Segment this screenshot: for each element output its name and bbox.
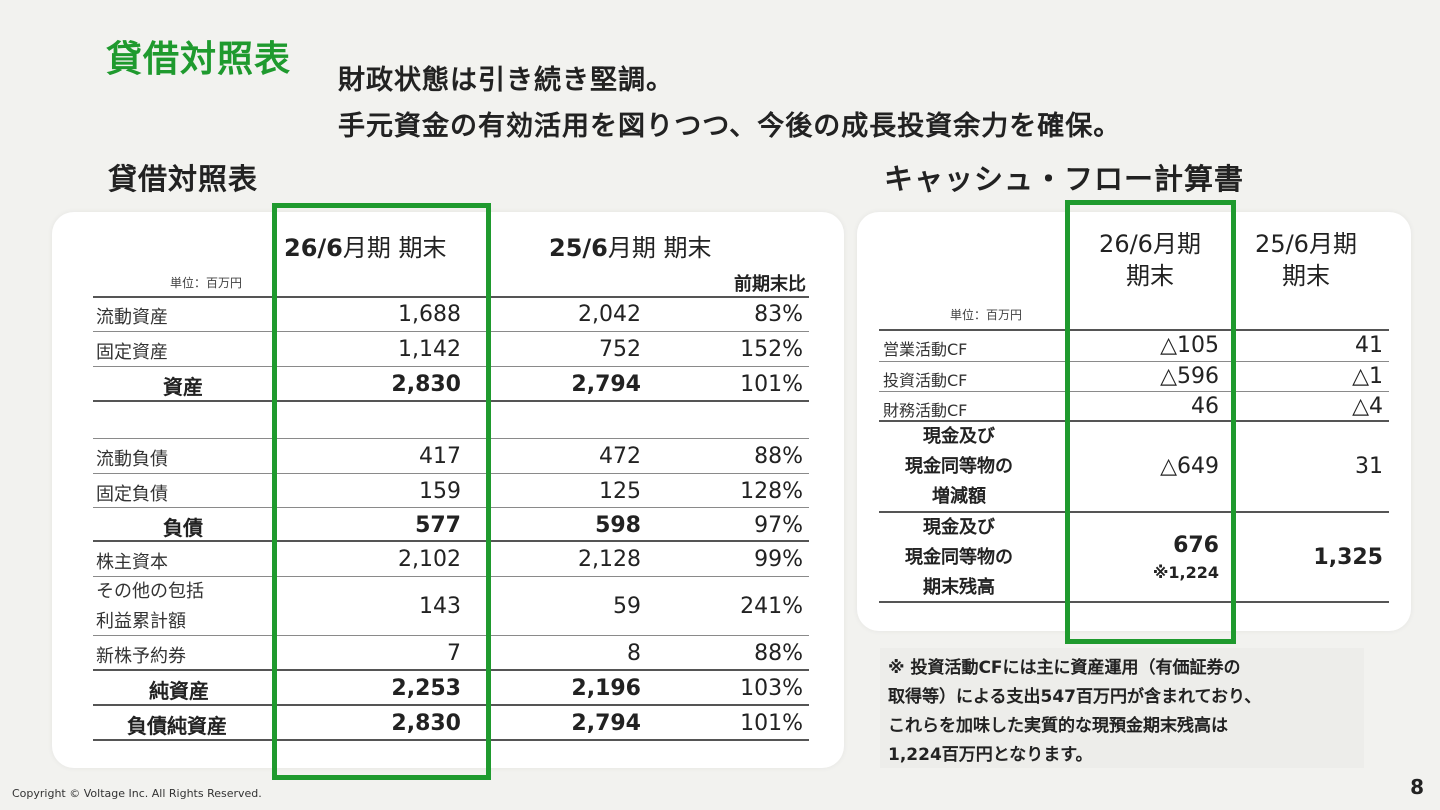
value-prev: 2,042 bbox=[578, 302, 641, 327]
table-row: 営業活動CF △105 41 bbox=[879, 330, 1389, 362]
table-row: その他の包括 利益累計額 143 59 241% bbox=[93, 577, 809, 636]
value-prev: 472 bbox=[599, 444, 641, 469]
value-ratio: 88% bbox=[754, 444, 803, 469]
cf-header-rule bbox=[879, 329, 1389, 331]
subtitle-line-1: 財政状態は引き続き堅調。 bbox=[338, 65, 674, 96]
bs-col-ratio-header: 前期末比 bbox=[734, 274, 806, 295]
cf-unit-label: 単位：百万円 bbox=[950, 308, 1023, 322]
table-row: 資産 2,830 2,794 101% bbox=[93, 367, 809, 402]
row-label: 株主資本 bbox=[96, 552, 168, 573]
value-prev: 41 bbox=[1355, 333, 1383, 358]
value-current: 1,142 bbox=[398, 337, 461, 362]
value-prev: 8 bbox=[627, 641, 641, 666]
table-row: 負債純資産 2,830 2,794 101% bbox=[93, 706, 809, 741]
value-ratio: 103% bbox=[740, 676, 803, 701]
value-prev: 59 bbox=[613, 594, 641, 619]
table-row: 株主資本 2,102 2,128 99% bbox=[93, 542, 809, 577]
value-current: 7 bbox=[447, 641, 461, 666]
copyright: Copyright © Voltage Inc. All Rights Rese… bbox=[12, 787, 262, 800]
value-current: 2,253 bbox=[391, 676, 461, 701]
value-ratio: 83% bbox=[754, 302, 803, 327]
table-row: 新株予約券 7 8 88% bbox=[93, 636, 809, 671]
row-label: 固定資産 bbox=[96, 342, 168, 363]
table-row: 流動資産 1,688 2,042 83% bbox=[93, 297, 809, 332]
balance-sheet-card bbox=[52, 212, 844, 768]
value-ratio: 152% bbox=[740, 337, 803, 362]
value-prev: △1 bbox=[1352, 364, 1383, 389]
value-current: 577 bbox=[415, 513, 461, 538]
value-prev: 2,794 bbox=[571, 711, 641, 736]
row-label: 流動負債 bbox=[96, 449, 168, 470]
page-title: 貸借対照表 bbox=[106, 39, 292, 80]
row-label: 新株予約券 bbox=[96, 646, 186, 667]
cf-col-prev-header: 25/6月期 期末 bbox=[1255, 230, 1357, 290]
value-ratio: 97% bbox=[754, 513, 803, 538]
value-ratio: 88% bbox=[754, 641, 803, 666]
row-label: 投資活動CF bbox=[883, 371, 968, 390]
value-current: 417 bbox=[419, 444, 461, 469]
table-row: 純資産 2,253 2,196 103% bbox=[93, 671, 809, 706]
value-prev: 2,128 bbox=[578, 547, 641, 572]
row-label: その他の包括 利益累計額 bbox=[96, 581, 204, 632]
table-row-spacer bbox=[93, 402, 809, 439]
value-current: △596 bbox=[1160, 364, 1219, 389]
subtitle: 財政状態は引き続き堅調。 手元資金の有効活用を図りつつ、今後の成長投資余力を確保… bbox=[338, 58, 1121, 150]
value-current-note: ※1,224 bbox=[1152, 563, 1219, 582]
value-prev: △4 bbox=[1352, 394, 1383, 419]
row-label: 負債純資産 bbox=[127, 714, 227, 738]
table-row: 固定資産 1,142 752 152% bbox=[93, 332, 809, 367]
value-ratio: 128% bbox=[740, 479, 803, 504]
table-row: 財務活動CF 46 △4 bbox=[879, 392, 1389, 422]
cash-flow-section-title: キャッシュ・フロー計算書 bbox=[884, 162, 1245, 196]
value-current: 143 bbox=[419, 594, 461, 619]
row-label: 純資産 bbox=[149, 679, 209, 703]
value-ratio: 101% bbox=[740, 372, 803, 397]
value-prev: 598 bbox=[595, 513, 641, 538]
bs-col-current-header: 26/6月期 期末 bbox=[284, 234, 447, 262]
value-ratio: 241% bbox=[740, 594, 803, 619]
value-prev: 125 bbox=[599, 479, 641, 504]
value-prev: 1,325 bbox=[1313, 545, 1383, 570]
row-label: 流動資産 bbox=[96, 307, 168, 328]
row-label: 現金及び 現金同等物の 期末残高 bbox=[905, 517, 1013, 598]
cf-col-current-header: 26/6月期 期末 bbox=[1099, 230, 1201, 290]
bs-header-rule bbox=[93, 296, 809, 298]
value-ratio: 101% bbox=[740, 711, 803, 736]
balance-sheet-section-title: 貸借対照表 bbox=[108, 162, 259, 196]
value-current: △105 bbox=[1160, 333, 1219, 358]
row-label: 財務活動CF bbox=[883, 401, 968, 420]
value-ratio: 99% bbox=[754, 547, 803, 572]
bs-unit-label: 単位：百万円 bbox=[170, 276, 243, 290]
value-current: 159 bbox=[419, 479, 461, 504]
value-current: 1,688 bbox=[398, 302, 461, 327]
value-current: 2,102 bbox=[398, 547, 461, 572]
footnote: ※ 投資活動CFには主に資産運用（有価証券の 取得等）による支出547百万円が含… bbox=[880, 648, 1364, 768]
value-prev: 2,196 bbox=[571, 676, 641, 701]
value-prev: 752 bbox=[599, 337, 641, 362]
table-row: 現金及び 現金同等物の 期末残高 676 ※1,224 1,325 bbox=[879, 513, 1389, 603]
table-row: 投資活動CF △596 △1 bbox=[879, 362, 1389, 392]
table-row: 現金及び 現金同等物の 増減額 △649 31 bbox=[879, 422, 1389, 513]
value-current: 676 bbox=[1173, 533, 1219, 558]
page-number: 8 bbox=[1410, 775, 1424, 799]
value-current: 46 bbox=[1191, 394, 1219, 419]
value-current: △649 bbox=[1160, 454, 1219, 479]
row-label: 資産 bbox=[163, 375, 203, 399]
value-current: 2,830 bbox=[391, 711, 461, 736]
row-label: 固定負債 bbox=[96, 484, 168, 505]
bs-col-prev-header: 25/6月期 期末 bbox=[549, 234, 712, 262]
subtitle-line-2: 手元資金の有効活用を図りつつ、今後の成長投資余力を確保。 bbox=[338, 111, 1122, 142]
row-label: 現金及び 現金同等物の 増減額 bbox=[905, 426, 1013, 507]
table-row: 流動負債 417 472 88% bbox=[93, 439, 809, 474]
table-row: 負債 577 598 97% bbox=[93, 508, 809, 542]
value-prev: 31 bbox=[1355, 454, 1383, 479]
value-prev: 2,794 bbox=[571, 372, 641, 397]
row-label: 営業活動CF bbox=[883, 340, 968, 359]
row-label: 負債 bbox=[163, 516, 203, 540]
value-current: 2,830 bbox=[391, 372, 461, 397]
table-row: 固定負債 159 125 128% bbox=[93, 474, 809, 508]
